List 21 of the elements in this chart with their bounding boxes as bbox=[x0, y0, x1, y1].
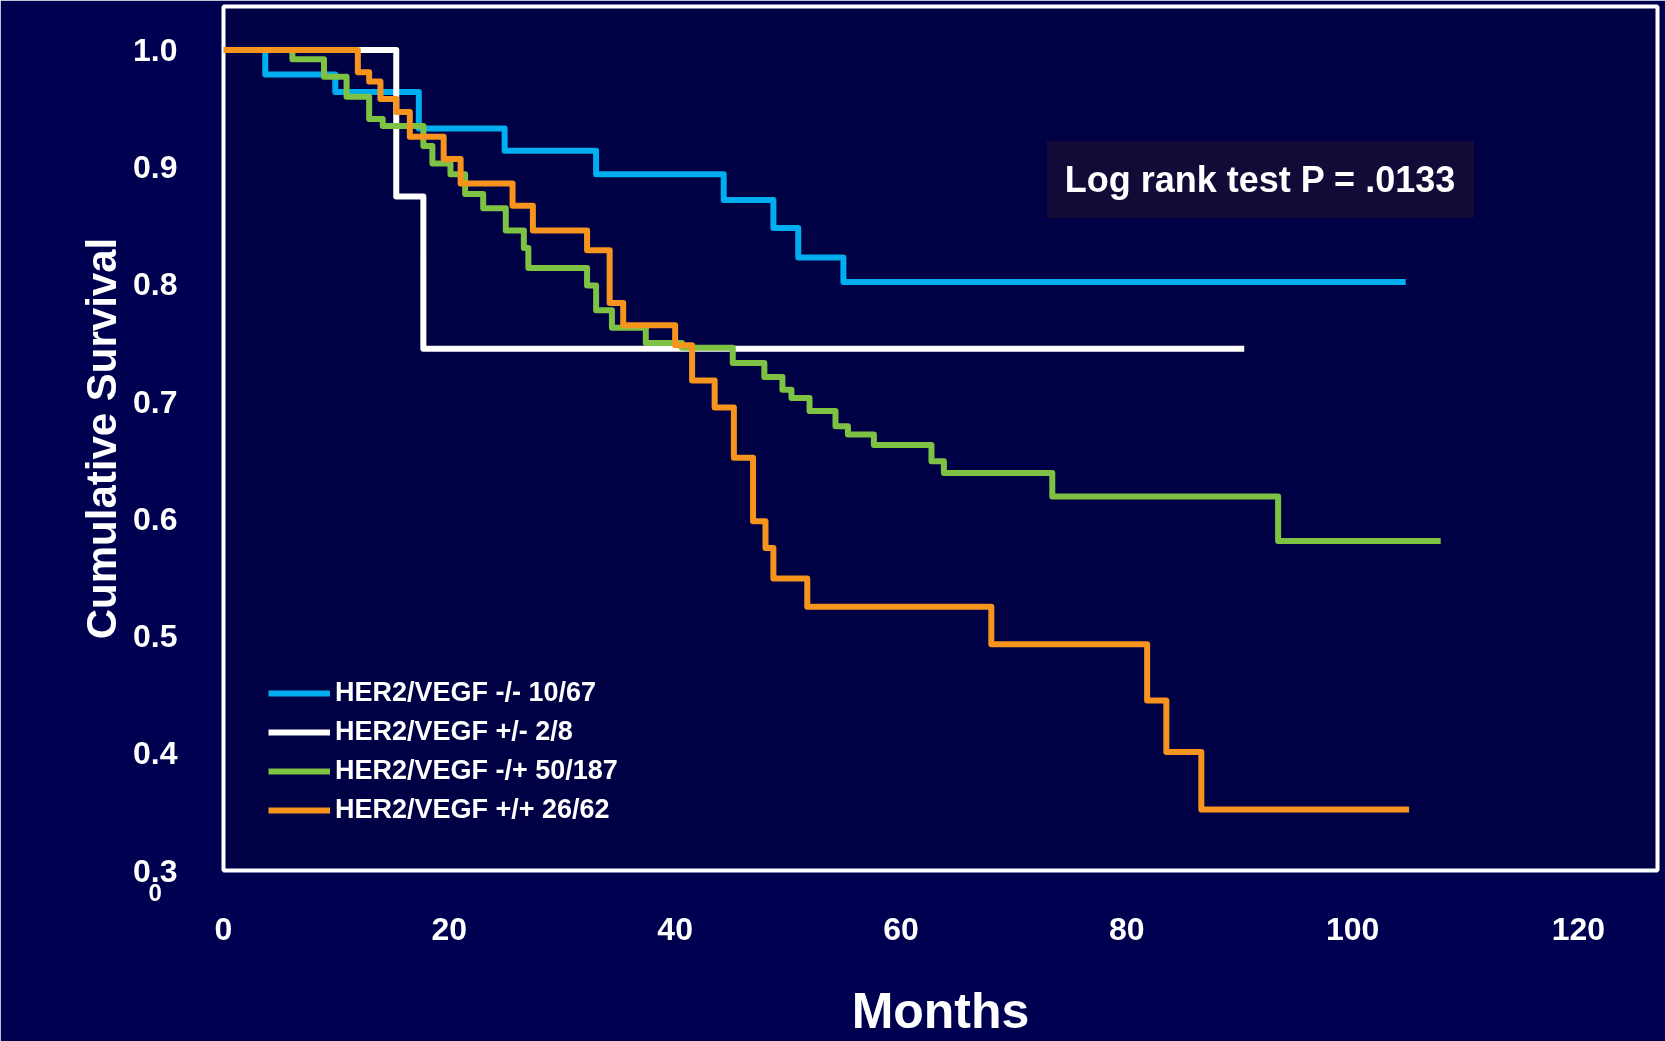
legend-label: HER2/VEGF +/+ 26/62 bbox=[335, 794, 610, 825]
x-tick-label: 0 bbox=[214, 910, 233, 947]
x-tick-label: 60 bbox=[883, 910, 919, 947]
legend-label: HER2/VEGF -/+ 50/187 bbox=[335, 755, 618, 786]
y-tick-label: 0.4 bbox=[133, 735, 178, 772]
legend-label: HER2/VEGF -/- 10/67 bbox=[335, 677, 597, 708]
y-tick-label: 0.8 bbox=[133, 266, 178, 303]
x-tick-label: 100 bbox=[1325, 910, 1380, 947]
x-axis-title: Months bbox=[851, 982, 1030, 1039]
x-tick-label: 20 bbox=[431, 910, 468, 947]
annotation: Log rank test P = .0133 bbox=[1064, 158, 1456, 200]
y-tick-label: 0.5 bbox=[133, 618, 178, 655]
y-axis-title: Cumulative Survival bbox=[78, 237, 126, 640]
y-tick-label: 0.7 bbox=[133, 383, 178, 420]
y-tick-label: 1.0 bbox=[133, 31, 178, 68]
x-tick-label: 80 bbox=[1109, 910, 1145, 947]
legend-label: HER2/VEGF +/- 2/8 bbox=[335, 716, 573, 747]
y-tick-label: 0.9 bbox=[133, 149, 178, 186]
y-tick-label: 0.6 bbox=[133, 500, 178, 537]
x-tick-label: 120 bbox=[1551, 910, 1606, 947]
x-tick-label: 40 bbox=[657, 910, 693, 947]
